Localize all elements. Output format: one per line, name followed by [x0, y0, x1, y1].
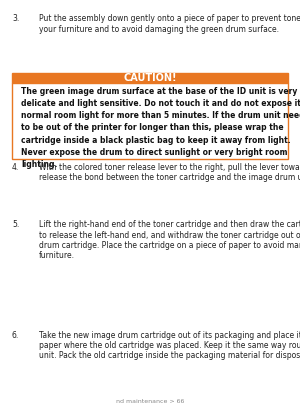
- Text: 6.: 6.: [12, 330, 19, 339]
- FancyBboxPatch shape: [12, 73, 288, 83]
- Text: CAUTION!: CAUTION!: [123, 73, 177, 83]
- Text: With the colored toner release lever to the right, pull the lever towards you. T: With the colored toner release lever to …: [39, 163, 300, 182]
- Text: The green image drum surface at the base of the ID unit is very
delicate and lig: The green image drum surface at the base…: [21, 87, 300, 169]
- Text: Take the new image drum cartridge out of its packaging and place it on the piece: Take the new image drum cartridge out of…: [39, 330, 300, 360]
- Text: nd maintenance > 66: nd maintenance > 66: [116, 399, 184, 404]
- FancyBboxPatch shape: [12, 83, 288, 159]
- Text: Put the assembly down gently onto a piece of paper to prevent toner from marking: Put the assembly down gently onto a piec…: [39, 14, 300, 34]
- Text: 5.: 5.: [12, 220, 19, 229]
- Text: 3.: 3.: [12, 14, 19, 23]
- Text: 4.: 4.: [12, 163, 19, 172]
- Text: Lift the right-hand end of the toner cartridge and then draw the cartridge to th: Lift the right-hand end of the toner car…: [39, 220, 300, 260]
